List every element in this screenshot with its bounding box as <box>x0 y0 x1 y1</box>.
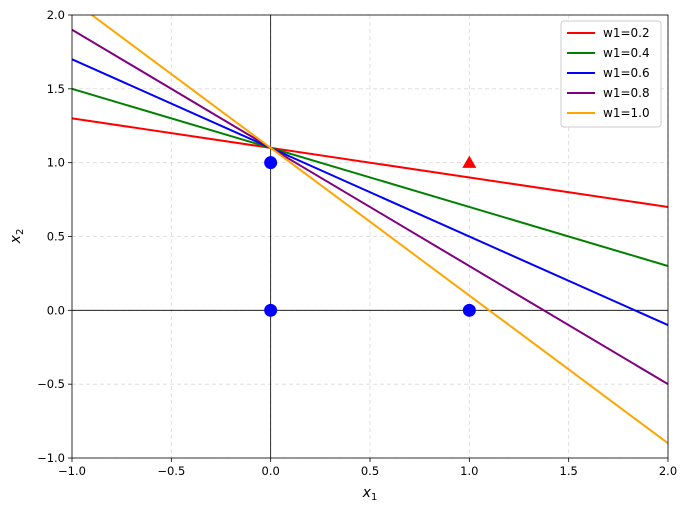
y-axis-label-main: x <box>8 234 24 244</box>
x-tick-label-4: 1.0 <box>460 464 478 478</box>
legend: w1=0.2 w1=0.4 w1=0.6 w1=0.8 w1=1.0 <box>560 20 662 128</box>
data-points <box>264 155 477 317</box>
legend-label-3: w1=0.8 <box>603 86 650 100</box>
y-tick-label-2: 0.0 <box>47 303 65 317</box>
point-circle-1 <box>264 156 278 170</box>
series-line-4 <box>90 15 668 445</box>
series-line-0 <box>72 117 668 208</box>
axis-ticks: −1.0 −0.5 0.0 0.5 1.0 1.5 2.0 −1.0 −0.5 0.0 0.5 1.0… <box>37 8 677 478</box>
y-tick-label-5: 1.5 <box>47 82 65 96</box>
x-tick-label-5: 1.5 <box>560 464 578 478</box>
legend-box <box>560 20 662 128</box>
series-line-2 <box>72 58 668 327</box>
x-axis-label-main: x <box>362 485 372 501</box>
y-tick-label-3: 0.5 <box>47 230 65 244</box>
point-circle-0 <box>264 303 278 317</box>
series-line-1 <box>72 87 668 267</box>
series-lines <box>72 15 668 445</box>
x-tick-label-6: 2.0 <box>659 464 677 478</box>
legend-label-4: w1=1.0 <box>603 106 650 120</box>
legend-label-2: w1=0.6 <box>603 66 650 80</box>
zero-axis-lines <box>72 15 668 458</box>
x-axis-label: x1 <box>362 485 378 503</box>
y-tick-label-6: 2.0 <box>47 8 65 22</box>
series-line-3 <box>72 28 668 386</box>
point-circle-2 <box>462 303 476 317</box>
x-tick-label-2: 0.0 <box>262 464 280 478</box>
y-axis-label: x2 <box>8 229 26 245</box>
legend-label-1: w1=0.4 <box>603 46 650 60</box>
y-tick-label-4: 1.0 <box>47 156 65 170</box>
y-axis-label-sub: 2 <box>15 229 26 235</box>
x-tick-label-0: −1.0 <box>58 464 86 478</box>
x-tick-label-1: −0.5 <box>157 464 185 478</box>
x-axis-label-sub: 1 <box>371 492 377 503</box>
x-tick-label-3: 0.5 <box>361 464 379 478</box>
y-tick-label-0: −1.0 <box>37 451 65 465</box>
point-triangle-3 <box>462 155 477 168</box>
y-tick-label-1: −0.5 <box>37 377 65 391</box>
legend-label-0: w1=0.2 <box>603 26 650 40</box>
